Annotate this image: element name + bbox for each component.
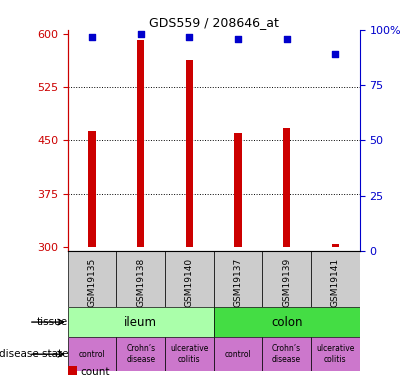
Point	[89, 34, 95, 40]
Bar	[165, 251, 214, 307]
Text: GSM19140: GSM19140	[185, 258, 194, 307]
Point	[332, 51, 339, 57]
Bar	[137, 40, 144, 247]
Bar	[186, 60, 193, 247]
Text: Crohn’s
disease: Crohn’s disease	[126, 345, 155, 364]
Bar	[68, 337, 116, 371]
Text: GSM19139: GSM19139	[282, 258, 291, 307]
Bar	[68, 251, 116, 307]
Text: count: count	[80, 368, 110, 375]
Bar	[88, 131, 96, 247]
Bar	[311, 251, 360, 307]
Text: GSM19137: GSM19137	[233, 258, 242, 307]
Bar	[165, 337, 214, 371]
Text: colon: colon	[271, 316, 302, 328]
Point	[283, 36, 290, 42]
Bar	[234, 133, 242, 247]
Text: control: control	[79, 350, 106, 358]
Bar	[116, 337, 165, 371]
Bar	[332, 244, 339, 247]
Point	[235, 36, 241, 42]
Text: Crohn’s
disease: Crohn’s disease	[272, 345, 301, 364]
Text: ulcerative
colitis: ulcerative colitis	[316, 345, 355, 364]
Bar	[214, 251, 262, 307]
Text: ileum: ileum	[124, 316, 157, 328]
Bar	[214, 307, 360, 337]
Bar	[116, 251, 165, 307]
Title: GDS559 / 208646_at: GDS559 / 208646_at	[149, 16, 279, 29]
Text: tissue: tissue	[37, 317, 68, 327]
Point	[186, 34, 193, 40]
Text: GSM19135: GSM19135	[88, 258, 97, 307]
Text: GSM19141: GSM19141	[331, 258, 340, 307]
Bar	[214, 337, 262, 371]
Bar	[68, 307, 214, 337]
Text: control: control	[225, 350, 252, 358]
Bar	[283, 128, 290, 247]
Text: ulcerative
colitis: ulcerative colitis	[170, 345, 209, 364]
Text: disease state: disease state	[0, 349, 68, 359]
Point	[137, 32, 144, 38]
Text: GSM19138: GSM19138	[136, 258, 145, 307]
Bar	[262, 337, 311, 371]
Bar	[311, 337, 360, 371]
Bar	[262, 251, 311, 307]
